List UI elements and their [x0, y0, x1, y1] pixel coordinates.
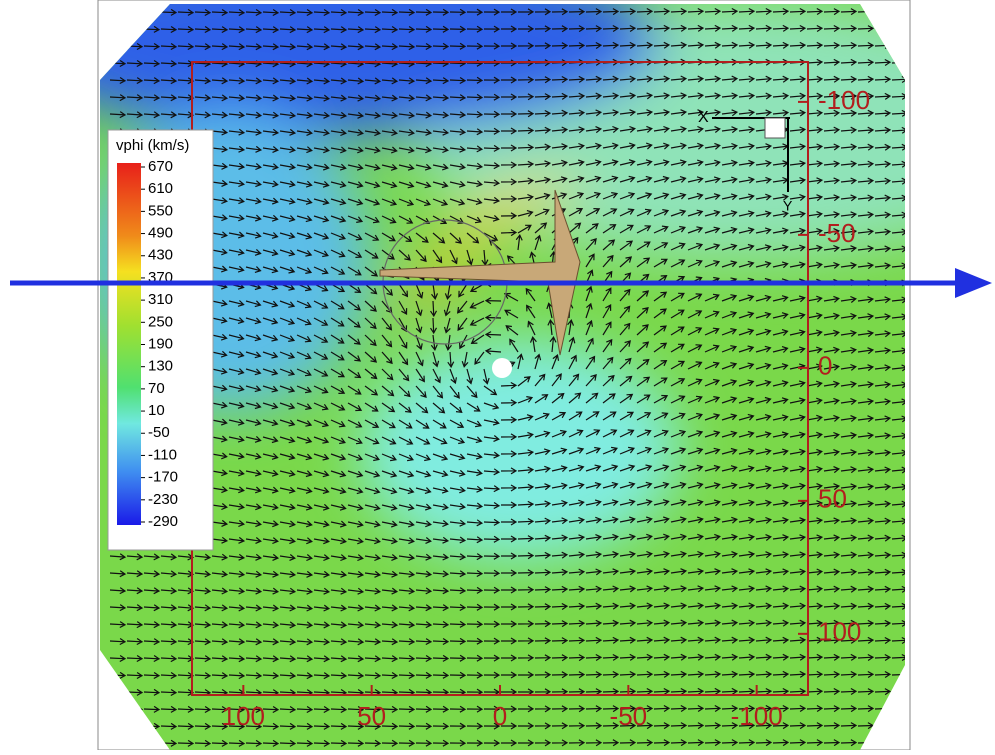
colorbar: vphi (km/s) 6706105504904303703102501901…: [108, 130, 213, 550]
colorbar-tick-label: 610: [148, 180, 173, 197]
colorbar-tick-label: 190: [148, 335, 173, 352]
y-tick-label: 100: [818, 617, 861, 647]
colorbar-tick-label: 430: [148, 247, 173, 264]
colorbar-tick-label: 250: [148, 313, 173, 330]
central-body: [492, 358, 512, 378]
colorbar-tick-label: 310: [148, 291, 173, 308]
colorbar-tick-label: -50: [148, 424, 170, 441]
x-tick-label: -100: [731, 701, 783, 731]
colorbar-tick-label: -290: [148, 513, 178, 530]
colorbar-tick-label: 10: [148, 402, 165, 419]
colorbar-tick-label: 70: [148, 380, 165, 397]
colorbar-tick-label: 670: [148, 158, 173, 175]
y-tick-label: 50: [818, 484, 847, 514]
colorbar-title: vphi (km/s): [116, 137, 189, 154]
x-tick-label: 50: [357, 701, 386, 731]
x-tick-label: 100: [222, 701, 265, 731]
axis-x-label: X: [698, 109, 709, 126]
colorbar-tick-label: -230: [148, 491, 178, 508]
y-tick-label: -50: [818, 218, 856, 248]
vector-field-plot: 100 50 0 -50 -100 -100 -50 0 50 100 X Y vphi (km/…: [0, 0, 995, 750]
axis-y-label: Y: [783, 198, 793, 214]
x-tick-label: -50: [610, 701, 648, 731]
colorbar-tick-label: -110: [148, 446, 177, 463]
y-tick-label: -100: [818, 85, 870, 115]
y-tick-label: 0: [818, 351, 832, 381]
colorbar-scale: [117, 163, 141, 525]
colorbar-tick-label: 550: [148, 202, 173, 219]
page: {"chart_data": {"type": "vector-field", …: [0, 0, 995, 750]
colorbar-tick-label: 490: [148, 225, 173, 242]
x-tick-label: 0: [493, 701, 507, 731]
colorbar-tick-label: -170: [148, 469, 178, 486]
colorbar-tick-label: 130: [148, 358, 173, 375]
